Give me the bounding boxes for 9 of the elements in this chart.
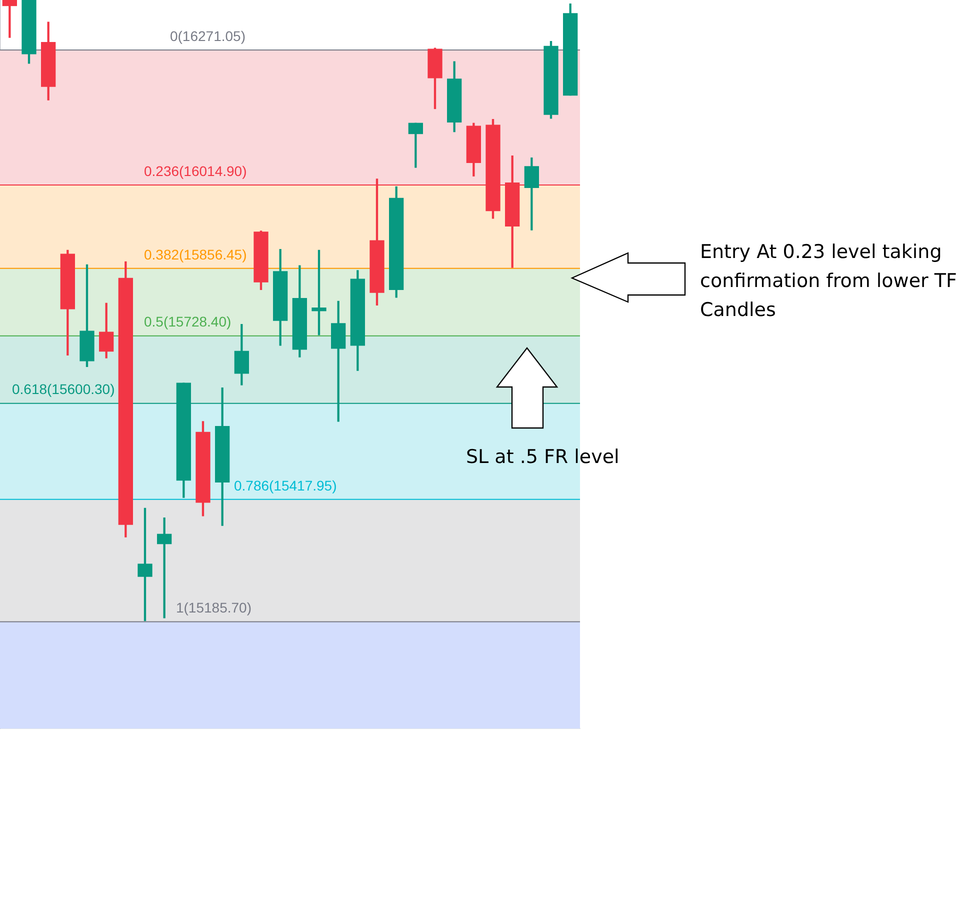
ref-line-label: 0.618(15600.30): [12, 381, 115, 398]
ref-line-label: 1(15185.70): [176, 600, 252, 616]
annotation: SL at .5 FR level: [466, 445, 620, 470]
ref-line-label: 0(16271.05): [170, 28, 246, 44]
ref-line-label: 0.382(15856.45): [144, 246, 247, 262]
ref-line-label: 0.236(16014.90): [144, 162, 247, 179]
ref-line-label: 0.786(15417.95): [234, 477, 337, 494]
ref-line-label: 0.5(15728.40): [144, 314, 232, 330]
text: Entry At 0.23 level taking confirmation from lower TF Candles: [700, 240, 958, 323]
